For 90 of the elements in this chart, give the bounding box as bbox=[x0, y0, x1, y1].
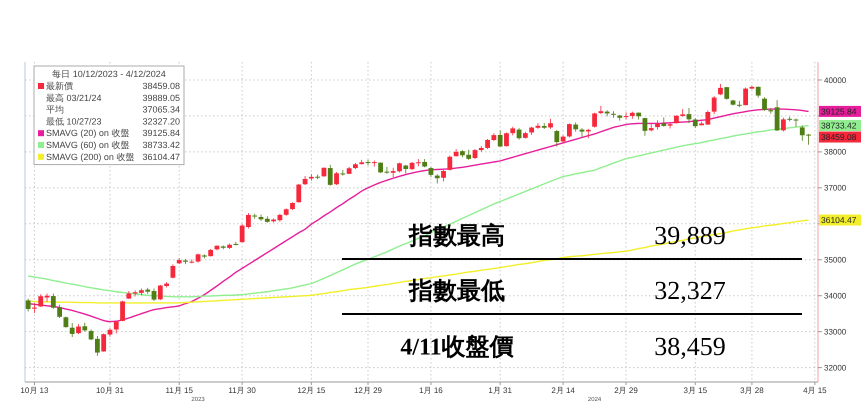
candlestick bbox=[573, 122, 578, 132]
text: 38459.08 bbox=[821, 132, 856, 142]
x-tick-label: 12月 15 bbox=[297, 386, 326, 395]
y-tick-label: 38000 bbox=[824, 148, 847, 157]
candlestick bbox=[447, 155, 452, 171]
annotation: 最低 10/27/23 bbox=[46, 116, 102, 126]
x-tick-label: 11月 30 bbox=[228, 386, 256, 395]
x-tick-label: 10月 13 bbox=[20, 386, 49, 395]
candlestick bbox=[428, 166, 434, 178]
candlestick bbox=[472, 148, 478, 160]
annotation: 32,327 bbox=[654, 276, 726, 306]
text: 38733.42 bbox=[142, 140, 180, 150]
candlestick bbox=[611, 110, 616, 118]
x-tick-label: 1月 16 bbox=[419, 386, 444, 395]
y-tick-label: 33000 bbox=[824, 327, 847, 336]
annotation: 最新價 bbox=[46, 81, 73, 91]
candlestick bbox=[724, 86, 730, 100]
annotation: 38,459 bbox=[654, 332, 726, 362]
annotation: 指數最高 bbox=[408, 221, 505, 250]
legend-label: SMAVG (60) on 收盤 bbox=[46, 140, 130, 150]
candlestick bbox=[655, 120, 660, 130]
data-label: 36104.47 bbox=[821, 215, 857, 226]
candlestick bbox=[743, 87, 748, 106]
candlestick bbox=[554, 130, 560, 147]
candlestick bbox=[516, 128, 522, 140]
candlestick bbox=[498, 130, 503, 148]
candlestick bbox=[120, 300, 125, 322]
candlestick bbox=[718, 84, 723, 96]
candlestick bbox=[762, 96, 767, 112]
candlestick bbox=[567, 123, 572, 138]
candlestick bbox=[70, 322, 75, 338]
y-tick-label: 32000 bbox=[824, 363, 847, 372]
candlestick bbox=[334, 172, 339, 186]
y-tick-label: 34000 bbox=[824, 292, 847, 301]
candlestick bbox=[64, 316, 68, 328]
x-tick-label: 4月 15 bbox=[803, 386, 828, 395]
legend-label: SMAVG (200) on 收盤 bbox=[46, 152, 134, 162]
candlestick bbox=[668, 122, 672, 129]
candlestick bbox=[485, 138, 490, 150]
legend-label: SMAVG (20) on 收盤 bbox=[46, 128, 130, 138]
x-tick-label: 2月 29 bbox=[614, 386, 638, 395]
annotation: 39889.05 bbox=[142, 92, 180, 103]
data-label: 39125.84 bbox=[821, 106, 857, 116]
candlestick bbox=[756, 86, 761, 98]
annotation: 4/11收盤價 bbox=[400, 333, 515, 360]
candlestick bbox=[441, 169, 446, 182]
candlestick bbox=[692, 118, 698, 129]
candlestick bbox=[366, 159, 370, 166]
x-tick-label: 10月 31 bbox=[96, 386, 125, 395]
annotation: 32327.20 bbox=[142, 116, 180, 126]
x-tick-label: 3月 28 bbox=[740, 386, 764, 395]
candlestick bbox=[202, 254, 207, 259]
x-tick-label: 1月 31 bbox=[488, 386, 513, 395]
legend-title: 每日 10/12/2023 - 4/12/2024 bbox=[52, 69, 166, 79]
annotation: 指數最低 bbox=[408, 277, 505, 304]
text: 36104.47 bbox=[142, 152, 180, 162]
annotation: 最高 03/21/24 bbox=[46, 92, 102, 103]
candlestick bbox=[624, 112, 628, 120]
x-tick-label: 11月 15 bbox=[165, 386, 194, 395]
candlestick bbox=[586, 128, 591, 139]
candlestick bbox=[598, 105, 604, 115]
candlestick bbox=[712, 96, 717, 115]
annotation: 38459.08 bbox=[142, 81, 180, 91]
candlestick bbox=[686, 108, 692, 124]
candlestick bbox=[661, 116, 666, 128]
candlestick bbox=[308, 174, 314, 182]
x-tick-label: 12月 29 bbox=[354, 386, 383, 395]
text: 39125.84 bbox=[142, 128, 180, 138]
data-label: 38733.42 bbox=[821, 120, 857, 131]
candlestick bbox=[642, 117, 648, 136]
x-tick-label: 3月 15 bbox=[683, 386, 708, 395]
candlestick bbox=[780, 117, 786, 132]
y-tick-label: 37000 bbox=[824, 184, 847, 193]
y-tick-label: 40000 bbox=[824, 76, 847, 85]
candlestick bbox=[504, 132, 509, 147]
annotation: 37065.34 bbox=[142, 104, 180, 115]
candlestick bbox=[76, 324, 81, 335]
candlestick bbox=[592, 112, 597, 128]
annotation: 平均 bbox=[46, 104, 64, 115]
candlestick bbox=[434, 174, 440, 184]
candlestick bbox=[548, 118, 553, 130]
candlestick bbox=[32, 302, 37, 314]
candlestick bbox=[296, 183, 302, 203]
candlestick bbox=[26, 298, 31, 312]
y-tick-label: 35000 bbox=[824, 256, 847, 265]
candlestick bbox=[114, 320, 119, 334]
candlestick bbox=[170, 264, 176, 279]
candlestick bbox=[580, 128, 584, 138]
x-tick-label: 2月 14 bbox=[551, 386, 576, 395]
candlestick bbox=[328, 164, 333, 186]
